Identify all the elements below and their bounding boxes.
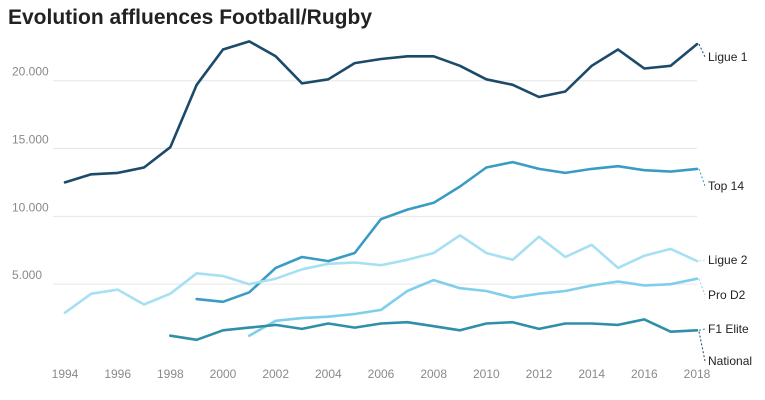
x-axis-ticks: 1994 1996 1998 2000 2002 2004 2006 2008 2010 2012… [52, 367, 711, 381]
series-label: F1 Elite [708, 322, 749, 336]
x-tick-label: 1998 [157, 367, 184, 381]
label-leader [698, 43, 706, 58]
series-label: Top 14 [708, 179, 744, 193]
x-tick-label: 2016 [631, 367, 658, 381]
label-leader [698, 278, 706, 296]
gridlines [53, 80, 697, 285]
series-label: National [708, 354, 752, 368]
label-leader [698, 331, 706, 362]
x-tick-label: 1994 [52, 367, 79, 381]
x-tick-label: 2012 [526, 367, 553, 381]
series-line-ligue-1 [63, 40, 699, 184]
y-tick-label: 10.000 [12, 200, 49, 214]
series-label: Pro D2 [708, 288, 746, 302]
y-tick-label: 5.000 [12, 268, 42, 282]
chart-title: Evolution affluences Football/Rugby [8, 6, 373, 29]
series-label: Ligue 2 [708, 253, 748, 267]
y-tick-label: 20.000 [12, 65, 49, 79]
label-leader [698, 168, 706, 187]
x-tick-label: 1996 [104, 367, 131, 381]
x-tick-label: 2018 [684, 367, 711, 381]
series-lines [63, 40, 699, 342]
x-tick-label: 2004 [315, 367, 342, 381]
series-label: Ligue 1 [708, 50, 748, 64]
series-line-f1-elite [169, 318, 699, 342]
series-line-ligue-2 [63, 234, 699, 315]
y-axis-ticks: 5.000 10.000 15.000 20.000 [12, 65, 49, 282]
x-tick-label: 2008 [420, 367, 447, 381]
x-tick-label: 2000 [210, 367, 237, 381]
x-tick-label: 2010 [473, 367, 500, 381]
label-leader [698, 259, 706, 262]
x-tick-label: 2014 [578, 367, 605, 381]
x-tick-label: 2006 [368, 367, 395, 381]
y-tick-label: 15.000 [12, 133, 49, 147]
series-labels: Ligue 1 Top 14 Ligue 2 Pro D2 F1 Elite Nation… [698, 43, 752, 368]
label-leader [698, 328, 706, 331]
series-line-pro-d2 [248, 277, 699, 338]
series-line-top-14 [195, 160, 699, 304]
x-tick-label: 2002 [262, 367, 289, 381]
